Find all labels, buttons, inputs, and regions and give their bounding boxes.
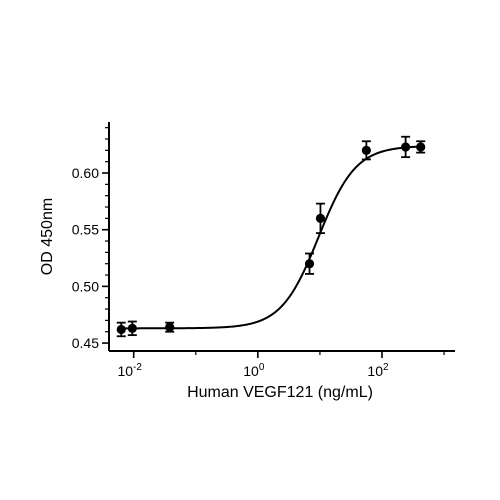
data-points [116,135,426,338]
data-point-group [127,320,137,337]
y-tick-label: 0.45 [72,335,99,351]
x-ticks: 10-2 100 102 [117,351,445,379]
data-point [165,322,175,332]
x-tick-label-base: 10 [117,363,133,379]
data-point-group [416,140,426,154]
data-point [304,259,315,269]
fit-curve [121,145,421,330]
y-axis-label: OD 450nm [39,198,56,275]
data-point-group [400,135,411,159]
data-point-group [315,202,326,234]
x-tick-label-base: 10 [367,363,383,379]
data-point-group [304,252,315,275]
x-tick-label: 100 [243,362,265,379]
y-tick-label: 0.50 [72,278,99,294]
y-axis: 0.45 0.50 0.55 0.60 OD 450nm [39,122,110,351]
x-axis: 10-2 100 102 Human VEGF121 (ng/mL) [109,350,455,401]
data-point [116,324,126,335]
x-tick-label: 10-2 [117,362,142,379]
data-point [361,145,371,155]
x-tick-label: 102 [367,362,389,379]
data-point [400,142,411,152]
data-point [127,323,137,333]
x-tick-label-exponent: 0 [259,362,265,373]
plot-area [116,135,426,338]
data-point [315,213,326,223]
x-tick-label-exponent: 2 [383,362,389,373]
y-tick-label: 0.60 [72,165,99,181]
y-ticks: 0.45 0.50 0.55 0.60 [72,127,109,351]
data-point-group [165,321,175,333]
data-point-group [116,321,126,338]
data-point-group [361,140,371,161]
x-tick-label-base: 10 [243,363,259,379]
x-axis-label: Human VEGF121 (ng/mL) [187,384,373,401]
y-tick-label: 0.55 [72,222,99,238]
x-tick-label-exponent: -2 [133,362,142,373]
data-point [416,142,426,152]
